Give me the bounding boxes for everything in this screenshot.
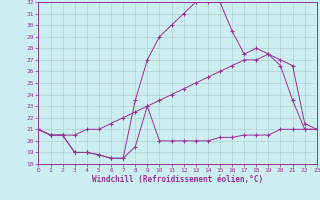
X-axis label: Windchill (Refroidissement éolien,°C): Windchill (Refroidissement éolien,°C) [92,175,263,184]
